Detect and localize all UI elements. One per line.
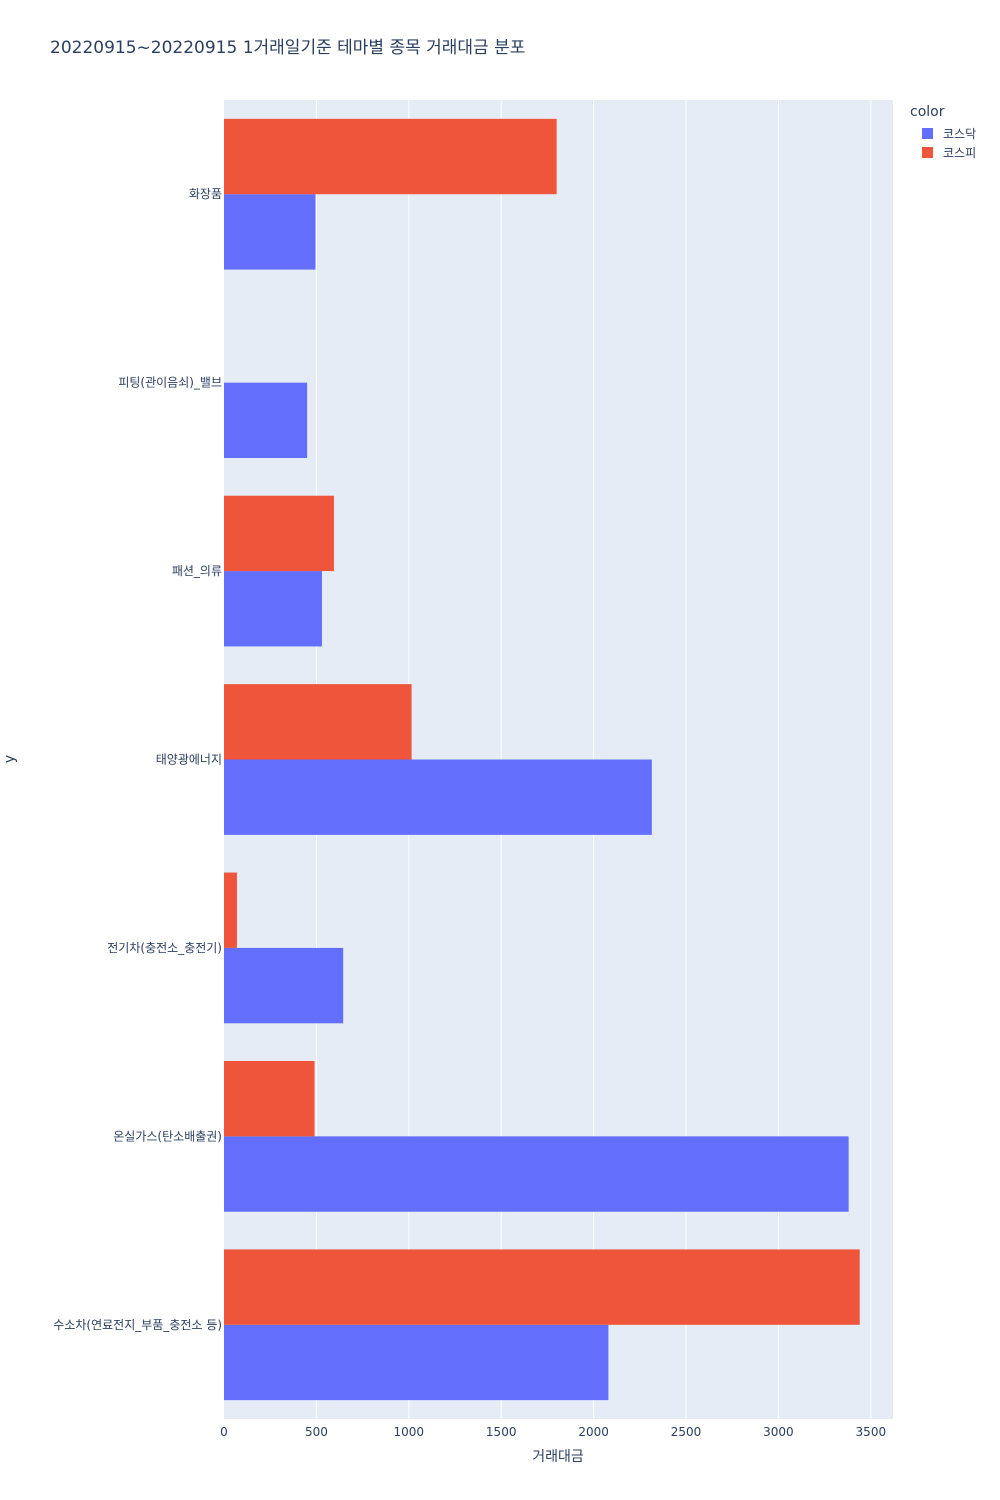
legend-swatch-kosdaq	[922, 128, 933, 139]
legend-label-kospi: 코스피	[943, 146, 977, 160]
legend: color 코스닥 코스피	[910, 104, 976, 162]
bar-kosdaq[interactable]	[224, 1324, 609, 1401]
y-tick-label: 전기차(충전소_충전기)	[107, 941, 222, 955]
bar-kosdaq[interactable]	[224, 382, 308, 459]
x-tick-label: 1500	[486, 1425, 517, 1439]
x-tick-label: 2000	[578, 1425, 609, 1439]
y-tick-label: 피팅(관이음쇠)_밸브	[118, 376, 222, 390]
legend-label-kosdaq: 코스닥	[943, 127, 977, 141]
y-tick-label: 수소차(연료전지_부품_충전소 등)	[53, 1318, 222, 1332]
x-tick-label: 2500	[671, 1425, 702, 1439]
bar-kospi[interactable]	[224, 1060, 315, 1137]
x-tick-label: 500	[305, 1425, 328, 1439]
bar-kospi[interactable]	[224, 684, 412, 760]
x-tick-label: 1000	[394, 1425, 425, 1439]
bar-kosdaq[interactable]	[224, 571, 322, 647]
chart-title: 20220915~20220915 1거래일기준 테마별 종목 거래대금 분포	[50, 38, 526, 58]
legend-title: color	[910, 104, 945, 120]
legend-swatch-kospi	[922, 147, 933, 158]
x-tick-labels: 0 500 1000 1500 2000 2500 3000 3500	[220, 1425, 886, 1439]
bar-kospi[interactable]	[224, 495, 334, 572]
legend-item-kospi[interactable]: 코스피	[910, 143, 976, 162]
bar-kosdaq[interactable]	[224, 1136, 849, 1212]
bar-kospi[interactable]	[224, 872, 237, 948]
y-tick-label: 패션_의류	[172, 564, 222, 578]
x-axis-label: 거래대금	[532, 1449, 584, 1465]
y-tick-label: 온실가스(탄소배출권)	[113, 1129, 222, 1143]
legend-item-kosdaq[interactable]: 코스닥	[910, 124, 976, 143]
x-tick-label: 3000	[763, 1425, 794, 1439]
y-tick-label: 태양광에너지	[156, 753, 222, 767]
x-tick-label: 3500	[856, 1425, 887, 1439]
bar-kospi[interactable]	[224, 1249, 860, 1325]
bar-kospi[interactable]	[224, 118, 557, 195]
y-tick-label: 화장품	[189, 187, 222, 201]
x-tick-label: 0	[220, 1425, 228, 1439]
y-axis-label: y	[2, 755, 18, 763]
bars	[224, 118, 860, 1401]
bar-kosdaq[interactable]	[224, 759, 652, 835]
bar-kosdaq[interactable]	[224, 194, 316, 270]
bar-kosdaq[interactable]	[224, 947, 344, 1024]
